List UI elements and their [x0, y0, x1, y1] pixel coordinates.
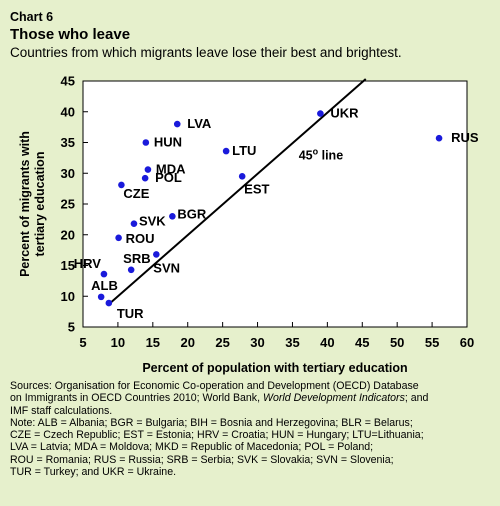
y-tick-label: 20: [61, 227, 75, 242]
y-tick-label: 45: [61, 74, 75, 89]
data-point: [105, 299, 113, 307]
data-point: [97, 293, 105, 301]
data-point: [144, 166, 152, 173]
y-tick-label: 25: [61, 197, 75, 212]
data-point-label: SVN: [153, 260, 180, 275]
data-point: [153, 251, 160, 258]
sources-line: IMF staff calculations.: [10, 404, 113, 417]
reference-line: [108, 78, 367, 305]
sources-line: on Immigrants in OECD Countries 2010; Wo…: [10, 392, 495, 404]
chart-subtitle: Countries from which migrants leave lose…: [10, 45, 402, 60]
x-axis-label: Percent of population with tertiary educ…: [142, 361, 407, 375]
data-point: [317, 110, 324, 117]
data-point-label: RUS: [451, 130, 479, 145]
y-tick-label: 5: [68, 320, 75, 335]
reference-line-group: 45o line: [108, 78, 367, 305]
data-point-label: BGR: [177, 206, 207, 221]
x-tick-label: 20: [180, 335, 194, 350]
data-point-label: EST: [244, 181, 269, 196]
data-point: [141, 174, 149, 182]
data-point-label: ROU: [126, 231, 155, 246]
data-point-label: LTU: [232, 143, 256, 158]
sources-italic-text: World Development Indicators: [262, 392, 405, 405]
data-point: [169, 213, 176, 220]
y-axis-label: Percent of migrants withtertiary educati…: [18, 131, 47, 277]
chart-notes: Sources: Organisation for Economic Co-op…: [10, 380, 495, 478]
data-point: [435, 134, 443, 142]
data-point-label: LVA: [187, 116, 212, 131]
data-point-label: HRV: [74, 256, 102, 271]
y-tick-label: 10: [61, 289, 75, 304]
x-tick-label: 10: [111, 335, 125, 350]
sources-text: ; and: [404, 392, 429, 405]
chart-axes: 5 10 15 20 25 30 35 40 45 50 55 60 5 10 15 20 25 30 35 40 45: [61, 74, 475, 351]
data-point-label: ALB: [91, 278, 118, 293]
data-point: [238, 173, 246, 180]
data-point-label: TUR: [117, 306, 144, 321]
scatter-chart: 5 10 15 20 25 30 35 40 45 50 55 60 5 10 15 20 25 30 35 40 45…: [18, 74, 479, 376]
data-point-label: POL: [155, 170, 182, 185]
y-tick-label: 30: [61, 166, 75, 181]
data-point-label: SRB: [123, 251, 150, 266]
x-tick-label: 50: [390, 335, 404, 350]
sources-text: on Immigrants in OECD Countries 2010; Wo…: [10, 392, 263, 405]
chart-title: Those who leave: [10, 26, 131, 43]
chart-number: Chart 6: [10, 10, 54, 24]
y-tick-label: 40: [61, 104, 75, 119]
data-point: [173, 120, 181, 128]
data-point: [127, 266, 135, 274]
x-tick-label: 45: [355, 335, 369, 350]
x-tick-label: 40: [320, 335, 334, 350]
x-tick-label: 15: [146, 335, 160, 350]
data-point-label: SVK: [139, 214, 166, 229]
plot-area: [82, 80, 468, 328]
data-point-label: UKR: [330, 106, 359, 121]
x-tick-label: 55: [425, 335, 439, 350]
x-tick-label: 35: [285, 335, 299, 350]
note-line: CZE = Czech Republic; EST = Estonia; HRV…: [10, 429, 424, 442]
x-tick-label: 60: [460, 335, 474, 350]
note-line: Note: ALB = Albania; BGR = Bulgaria; BIH…: [10, 416, 413, 429]
reference-line-label: 45o line: [299, 147, 343, 163]
sources-line: Sources: Organisation for Economic Co-op…: [10, 380, 419, 392]
data-point: [222, 147, 230, 155]
data-point: [100, 270, 108, 278]
note-line: ROU = Romania; RUS = Russia; SRB = Serbi…: [10, 453, 394, 466]
data-point-label: CZE: [123, 186, 149, 201]
data-point: [142, 139, 150, 146]
y-tick-label: 15: [61, 258, 75, 273]
x-tick-label: 25: [215, 335, 229, 350]
x-tick-label: 5: [79, 335, 86, 350]
y-tick-label: 35: [61, 135, 75, 150]
data-point-label: MDA: [156, 162, 186, 177]
x-tick-label: 30: [250, 335, 264, 350]
data-point: [130, 220, 138, 227]
data-point-label: HUN: [154, 135, 182, 150]
data-point: [115, 234, 122, 242]
note-line: TUR = Turkey; and UKR = Ukraine.: [10, 466, 177, 479]
data-point: [118, 181, 125, 189]
note-line: LVA = Latvia; MDA = Moldova; MKD = Repub…: [10, 441, 374, 454]
